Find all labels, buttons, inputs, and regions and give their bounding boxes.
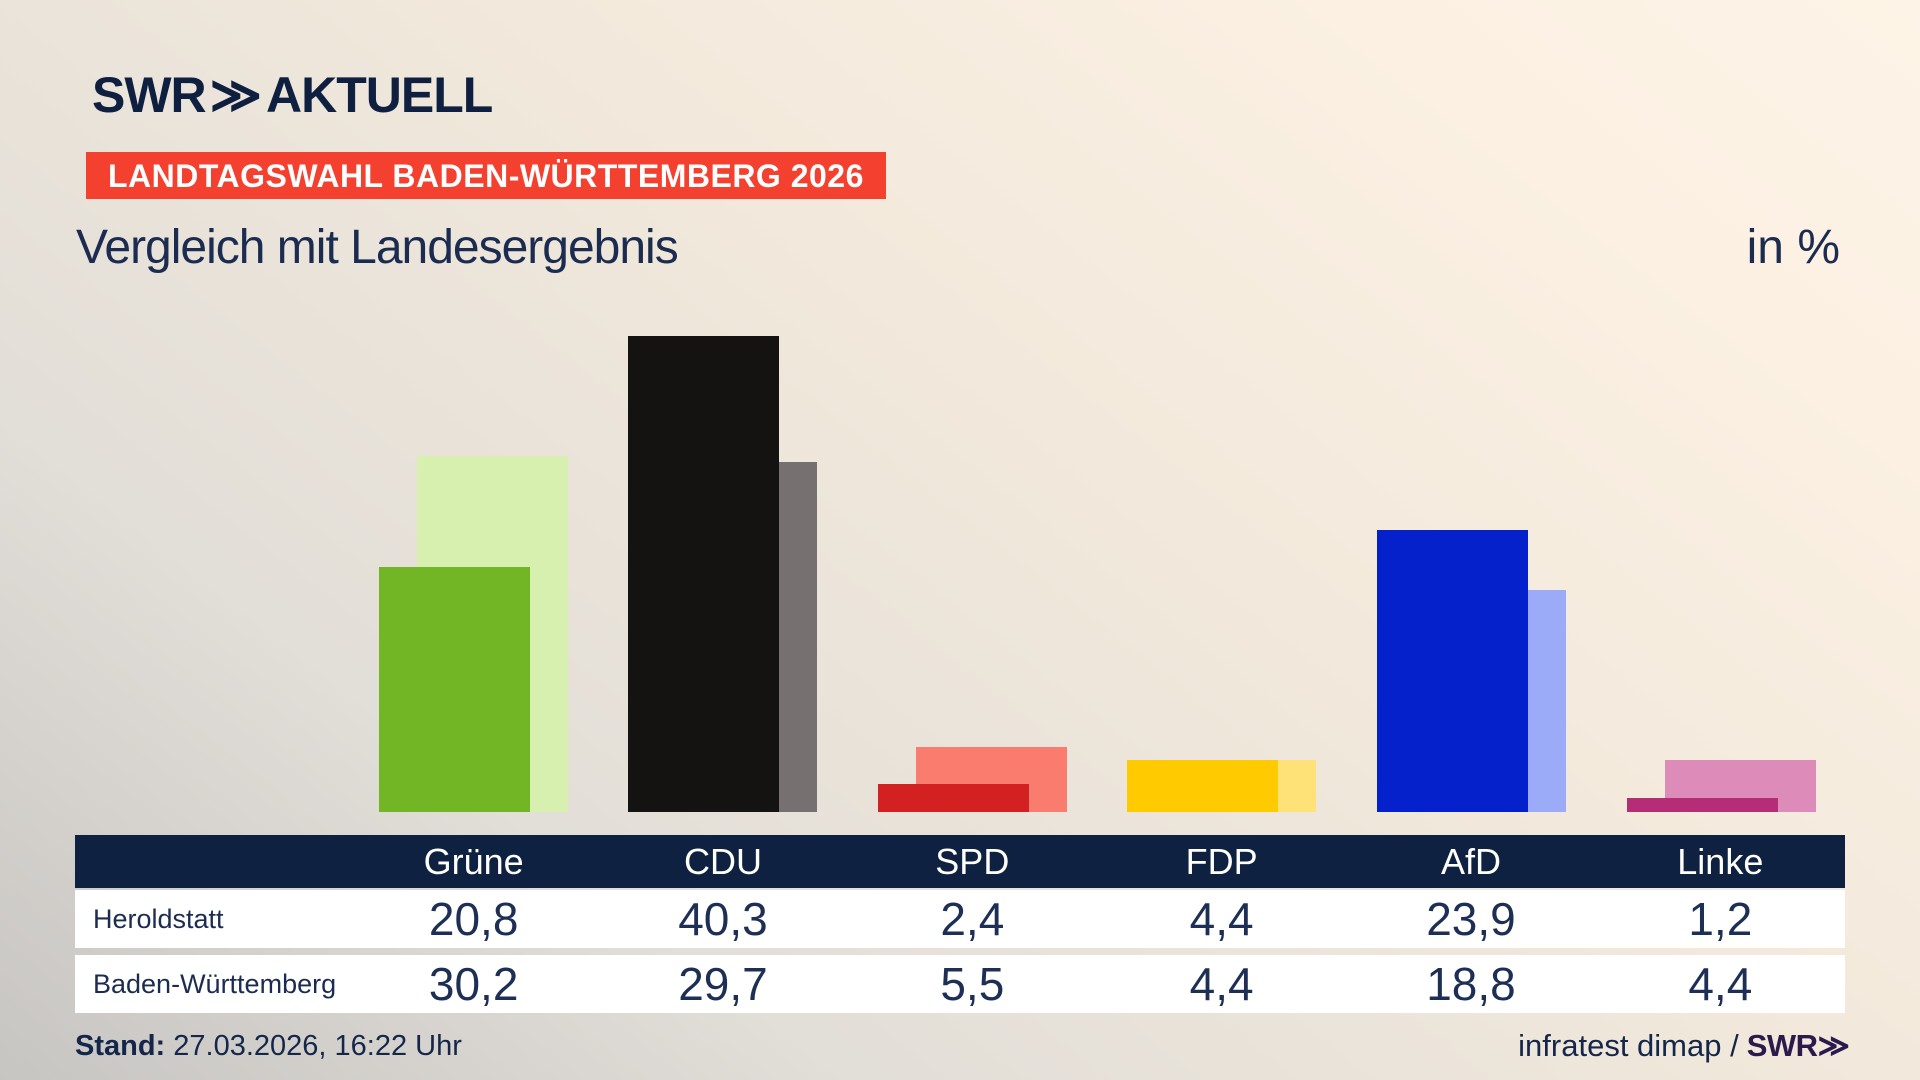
stand-timestamp: Stand: 27.03.2026, 16:22 Uhr [75, 1030, 462, 1063]
value-SPD-Baden-Württemberg: 5,5 [940, 958, 1005, 1010]
value-SPD-Heroldstatt: 2,4 [940, 893, 1005, 945]
value-Linke-Heroldstatt: 1,2 [1688, 893, 1753, 945]
stand-value: 27.03.2026, 16:22 Uhr [165, 1030, 462, 1062]
value-Grüne-Baden-Württemberg: 30,2 [428, 958, 519, 1010]
source-text: infratest dimap / [1518, 1028, 1739, 1063]
swr-logo-text: SWR [92, 67, 207, 123]
swr-source-chevron-icon: ≫ [1817, 1028, 1851, 1063]
column-header-Linke: Linke [1677, 840, 1764, 882]
election-badge: LANDTAGSWAHL BADEN-WÜRTTEMBERG 2026 [86, 152, 886, 199]
swr-logo-chevron-icon: ≫ [209, 67, 262, 123]
row-label-Baden-Württemberg: Baden-Württemberg [93, 968, 337, 999]
swr-source-logo-text: SWR [1746, 1028, 1818, 1063]
value-CDU-Baden-Württemberg: 29,7 [678, 958, 768, 1010]
row-label-Heroldstatt: Heroldstatt [93, 903, 224, 934]
unit-label: in % [1746, 221, 1840, 274]
bar-CDU-Heroldstatt [628, 336, 779, 812]
table-header-row: Grüne CDU SPD FDP AfD Linke [75, 835, 1845, 888]
table-row: Baden-Württemberg 30,2 29,7 5,5 4,4 18,8 4,4 [75, 955, 1845, 1013]
chart-title: Vergleich mit Landesergebnis [76, 221, 679, 274]
bar-Grüne-Heroldstatt [379, 567, 530, 812]
bar-AfD-Heroldstatt [1377, 530, 1528, 812]
bar-SPD-Heroldstatt [878, 784, 1029, 812]
stand-label: Stand: [75, 1030, 166, 1062]
swr-source-logo: SWR≫ [1746, 1028, 1851, 1064]
value-AfD-Baden-Württemberg: 18,8 [1426, 958, 1516, 1010]
value-AfD-Heroldstatt: 23,9 [1426, 893, 1516, 945]
column-header-CDU: CDU [683, 840, 762, 882]
aktuell-logo-text: AKTUELL [266, 67, 493, 123]
column-header-AfD: AfD [1440, 840, 1501, 882]
table-row: Heroldstatt 20,8 40,3 2,4 4,4 23,9 1,2 [75, 890, 1845, 948]
value-Grüne-Heroldstatt: 20,8 [428, 893, 519, 945]
bar-Linke-Heroldstatt [1627, 798, 1778, 812]
column-header-Grüne: Grüne [423, 840, 524, 882]
source-credit: infratest dimap / SWR≫ [1518, 1028, 1851, 1064]
bar-chart [379, 336, 1816, 812]
value-FDP-Heroldstatt: 4,4 [1189, 893, 1254, 945]
bar-FDP-Heroldstatt [1127, 760, 1278, 812]
swr-aktuell-logo: SWR ≫ AKTUELL [92, 67, 493, 123]
column-header-FDP: FDP [1185, 840, 1258, 882]
column-header-SPD: SPD [935, 840, 1010, 882]
value-CDU-Heroldstatt: 40,3 [678, 893, 768, 945]
value-Linke-Baden-Württemberg: 4,4 [1688, 958, 1753, 1010]
value-FDP-Baden-Württemberg: 4,4 [1189, 958, 1254, 1010]
